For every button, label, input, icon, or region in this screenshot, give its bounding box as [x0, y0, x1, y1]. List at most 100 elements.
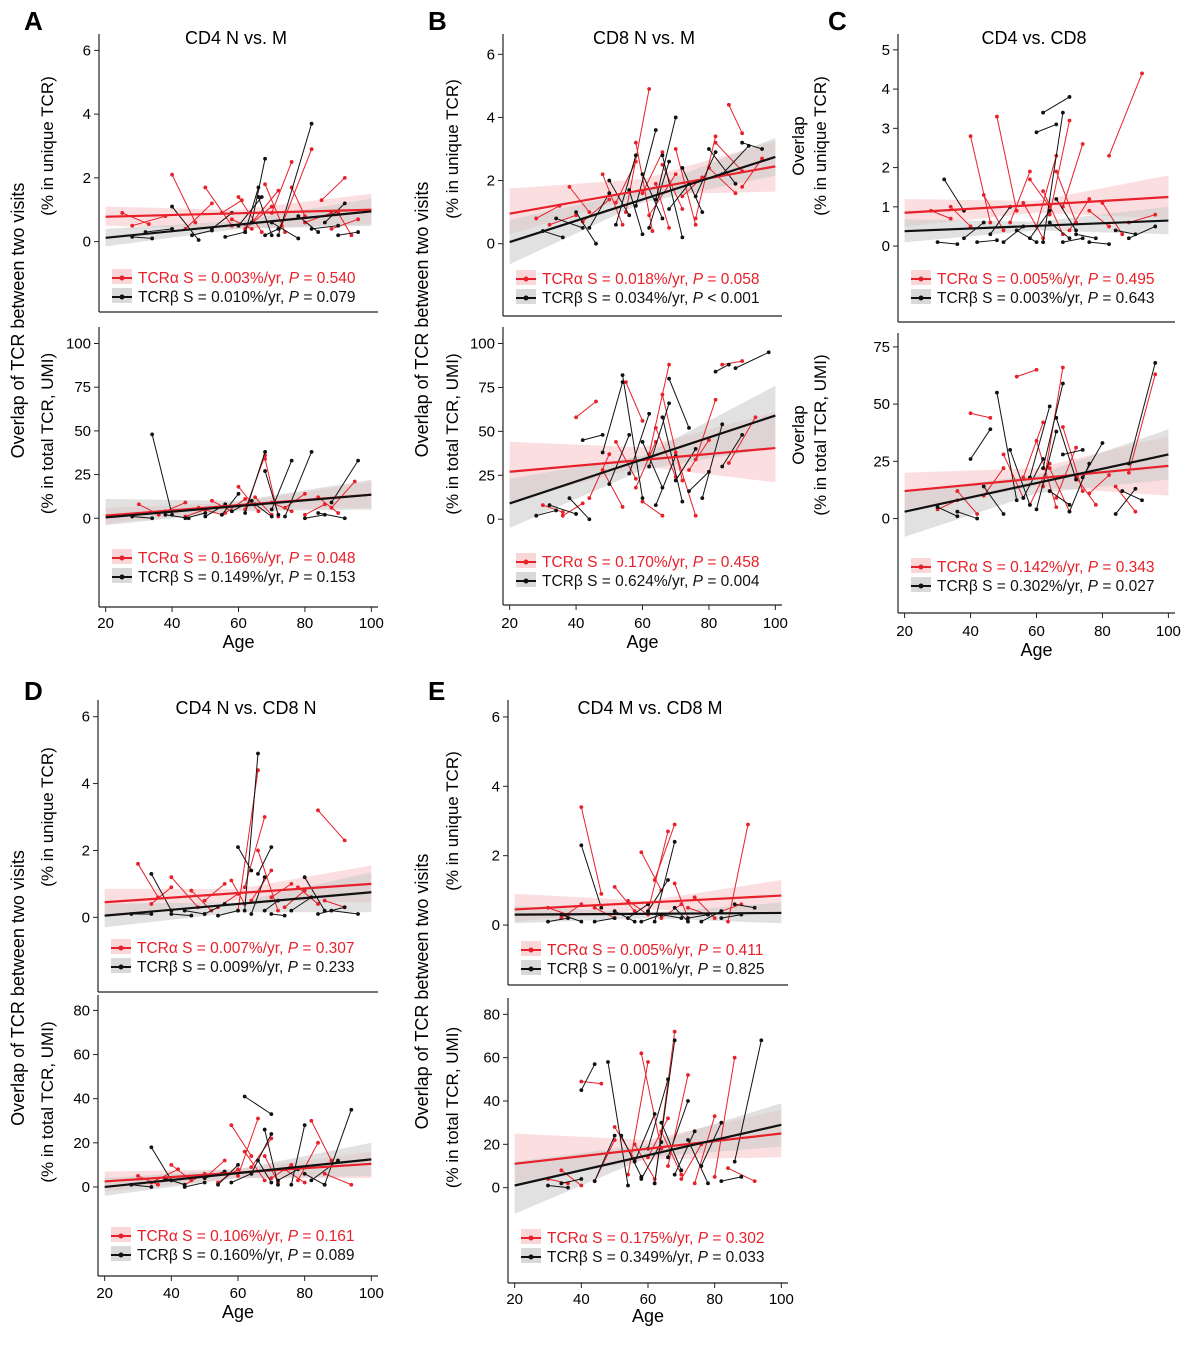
data-point [733, 191, 738, 196]
legend-entry: TCRα S = 0.018%/yr, P = 0.058 [542, 271, 760, 288]
data-point [1087, 197, 1092, 201]
data-point [633, 476, 638, 481]
pair-line [562, 502, 583, 517]
pair-line [244, 1096, 272, 1115]
data-point [1034, 240, 1039, 245]
data-point [289, 908, 294, 913]
data-point [547, 222, 552, 227]
data-point [660, 216, 665, 221]
data-point [316, 902, 320, 906]
x-tick-label: 20 [501, 615, 518, 632]
x-tick-label: 80 [1094, 623, 1111, 640]
pair-line [264, 900, 279, 912]
data-point [1107, 224, 1111, 229]
y-tick-label: 6 [83, 42, 91, 59]
pair-line [549, 214, 577, 226]
data-point [1001, 240, 1006, 245]
data-point [1041, 420, 1045, 425]
data-point [296, 236, 301, 241]
data-point [639, 850, 644, 855]
data-point [236, 845, 240, 849]
data-point [653, 128, 658, 132]
pair-line [549, 504, 577, 515]
data-point [693, 457, 698, 462]
data-point [612, 885, 617, 889]
panel-label: D [24, 676, 43, 706]
pair-line [1042, 112, 1064, 243]
data-point [249, 226, 254, 231]
data-point [1008, 220, 1013, 225]
pair-line [661, 155, 683, 238]
data-point [620, 373, 625, 378]
pair-line [580, 1063, 596, 1091]
pair-line [715, 142, 743, 172]
confidence-band-beta [514, 1103, 782, 1214]
pair-line [1003, 226, 1024, 243]
panel-title: CD4 vs. CD8 [981, 28, 1086, 48]
data-point [210, 201, 214, 206]
x-axis-label: Age [626, 632, 658, 652]
fit-line-beta [509, 414, 776, 505]
pair-line [648, 173, 677, 216]
data-point [975, 512, 980, 516]
data-point [650, 229, 655, 233]
x-tick-label: 60 [230, 615, 247, 632]
data-point [202, 912, 207, 916]
data-point [322, 898, 327, 903]
y-tick-label: 1 [882, 199, 890, 216]
pair-line [661, 394, 683, 481]
data-point [329, 211, 334, 215]
data-point [316, 230, 321, 234]
data-point [594, 241, 598, 246]
data-point [948, 204, 953, 209]
legend-p-label: P [288, 959, 299, 976]
data-point [1067, 118, 1072, 123]
y-axis-label: (% in total TCR, UMI) [38, 353, 57, 514]
pair-line [221, 199, 243, 214]
data-point [356, 230, 360, 234]
legend-name: TCRβ [542, 290, 583, 307]
data-point [693, 222, 698, 227]
legend-p-label: P [289, 550, 300, 567]
data-point [660, 150, 665, 155]
data-point [746, 822, 750, 827]
data-point [1067, 509, 1072, 514]
data-point [269, 1180, 274, 1185]
data-point [356, 217, 360, 222]
pair-line [1062, 426, 1084, 492]
data-point [262, 875, 267, 880]
subplot-total: 0 25 50 75 100 (% in total TCR, UMI) TCRα S = … [443, 327, 782, 606]
data-point [666, 1164, 670, 1168]
pair-line [930, 210, 951, 220]
data-point [163, 512, 168, 517]
y-tick-label: 2 [82, 842, 90, 859]
data-point [222, 881, 227, 886]
pair-line [221, 493, 239, 516]
data-point [686, 919, 690, 924]
y-tick-label: 6 [82, 709, 90, 726]
pair-line [607, 1061, 629, 1186]
data-point [660, 392, 665, 397]
pair-line [1036, 440, 1057, 508]
pair-line [727, 1167, 755, 1182]
pair-line [647, 1118, 669, 1158]
pair-line [668, 378, 690, 429]
legend-p-label: P [693, 271, 704, 288]
legend-slope-text: S = 0.005%/yr, [982, 271, 1083, 288]
pair-line [185, 512, 206, 519]
pair-line [634, 1113, 656, 1162]
data-point [1054, 122, 1059, 127]
data-point [599, 891, 604, 896]
data-point [726, 461, 731, 465]
pair-line [137, 1175, 159, 1186]
data-point [276, 188, 281, 193]
x-tick-label: 100 [763, 615, 788, 632]
y-tick-label: 0 [83, 510, 91, 527]
confidence-band-beta [104, 1142, 372, 1196]
data-point [1054, 496, 1059, 500]
pair-line [1108, 73, 1143, 156]
legend-name: TCRβ [137, 959, 178, 976]
data-point [1080, 475, 1085, 480]
data-point [229, 878, 234, 883]
data-point [269, 514, 274, 519]
